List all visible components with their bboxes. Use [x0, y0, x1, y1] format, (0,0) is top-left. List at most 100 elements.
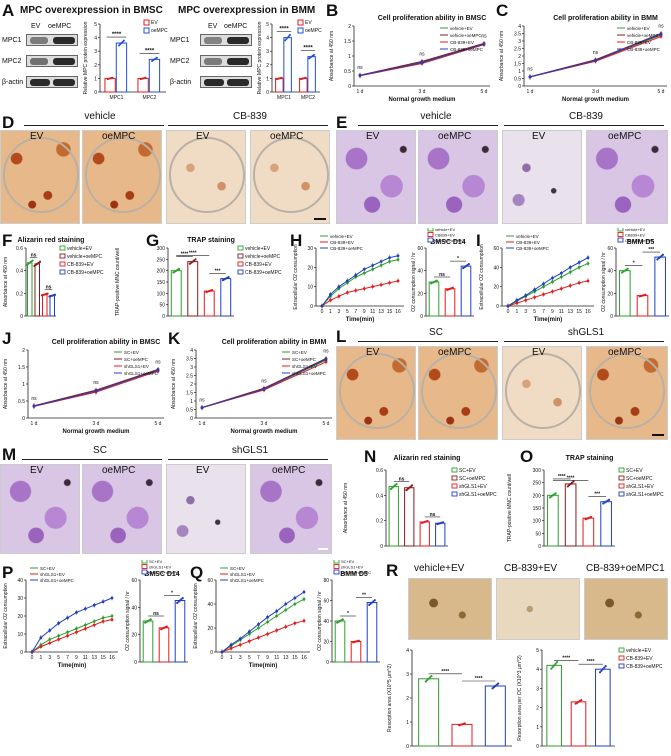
y-tick-label: 0	[496, 304, 499, 310]
legend-swatch	[237, 245, 244, 251]
y-axis-label: O2 consumption signal / hr	[411, 252, 417, 312]
panel-q: Q 0 20 40 60 Extracellular O2 consumption 0 1 3…	[190, 560, 382, 670]
y-tick-label: 2	[536, 706, 539, 712]
panel-a-left-title: MPC overexpression in BMSC	[20, 5, 163, 16]
data-point	[111, 76, 114, 79]
x-tick-label: 13	[567, 309, 573, 315]
image-label: EV	[30, 465, 44, 476]
legend-swatch	[451, 467, 458, 473]
panel-letter: P	[2, 563, 14, 582]
legend-label: CB-839+oeMPC	[245, 270, 282, 276]
legend-label: SC+EV	[230, 566, 245, 571]
sig-label: ****	[587, 659, 595, 665]
sig-label: ****	[189, 251, 197, 257]
legend-label: SC+EV	[124, 350, 139, 355]
legend-swatch	[141, 569, 148, 575]
legend-label: vehicle+EV	[627, 26, 650, 31]
panel-letter: G	[146, 231, 160, 250]
blot-col-ev: EV	[31, 23, 41, 30]
y-axis-label: Absorbance at 450 nm	[3, 359, 9, 409]
data-point	[554, 492, 557, 495]
legend-label: shGLS1+EV	[149, 565, 171, 570]
panel-letter: E	[336, 113, 348, 132]
image-label: oeMPC	[438, 131, 472, 142]
x-tick-label: 3 d	[93, 421, 100, 427]
trap-image	[586, 130, 668, 224]
y-tick-label: 4	[94, 36, 97, 42]
group-line	[22, 459, 162, 460]
panel-letter: C	[496, 1, 509, 20]
data-point	[280, 76, 283, 79]
y-axis-label: TRAP-positive MNC count/well	[507, 474, 513, 542]
data-point	[53, 293, 57, 296]
data-point	[46, 292, 49, 295]
legend-label: CB-839+oeMPC	[516, 246, 550, 251]
legend-swatch	[427, 237, 434, 243]
y-tick-label: 1.5	[186, 391, 193, 397]
x-axis-label: Time(min)	[346, 317, 375, 323]
y-tick-label: 20	[607, 291, 613, 297]
panel-letter: J	[2, 329, 12, 348]
y-tick-label: 5	[94, 22, 97, 28]
bar	[104, 77, 116, 93]
legend-swatch	[618, 655, 625, 661]
legend-label: vehicle+EV	[450, 26, 473, 31]
y-tick-label: 4	[190, 348, 193, 354]
sig-label: ****	[181, 252, 189, 258]
x-tick-label: 7	[257, 655, 260, 661]
image-label: oeMPC	[438, 347, 472, 358]
chart-j: Cell proliferation ability in BMSC 0 0.5 1 1…	[3, 339, 164, 435]
x-tick-label: 5	[533, 309, 536, 315]
sig-label: ****	[562, 655, 570, 661]
blot-row-mpc1: MPC1	[2, 37, 22, 44]
y-tick-label: 60	[417, 246, 423, 252]
series-line	[507, 257, 589, 307]
y-tick-label: 0	[210, 650, 213, 656]
x-tick-label: 5 d	[481, 89, 488, 95]
panel-n: N Alizarin red staining 0 0.2 0.4 0.6 Absorba…	[340, 444, 504, 556]
data-point	[435, 279, 438, 282]
x-tick-label: 3	[337, 309, 340, 315]
sig-label: ****	[279, 27, 289, 33]
y-tick-label: 1.5	[344, 39, 351, 45]
x-tick-label: 3	[239, 655, 242, 661]
sig-label: **	[362, 593, 366, 599]
bar	[451, 723, 473, 747]
chart-b: Cell proliferation ability in BMSC 0 0.5 1 1…	[329, 15, 490, 103]
legend-label: CB-839+oeMPC	[435, 238, 464, 243]
panel-l: L SC shGLS1 EV oeMPC EV oeMPC	[336, 326, 671, 442]
image-label: oeMPC	[608, 347, 642, 358]
y-tick-label: 60	[323, 599, 329, 605]
series-line	[321, 255, 399, 307]
y-axis-label: Extracellular O2 consumption	[3, 583, 9, 649]
x-tick-label: 1 d	[199, 421, 206, 427]
data-point	[144, 76, 147, 79]
y-tick-label: 150	[157, 280, 166, 286]
legend-swatch	[617, 237, 624, 243]
data-point	[284, 39, 287, 42]
legend-label: CB-839+oeMPC	[627, 47, 661, 52]
y-tick-label: 2	[22, 348, 25, 354]
sig-label: ns	[430, 512, 436, 518]
series-line	[221, 591, 305, 653]
legend-label: CB-839+oeMPC	[450, 47, 484, 52]
group-header: CB-839	[569, 111, 603, 122]
data-point	[304, 76, 307, 79]
panel-letter: Q	[190, 563, 204, 582]
legend-label: SC+EV	[459, 468, 476, 474]
bar	[34, 263, 40, 317]
alizarin-image	[166, 130, 246, 224]
series-line	[221, 598, 305, 653]
y-tick-label: 20	[307, 265, 313, 271]
trap-image	[418, 130, 498, 224]
image-label: EV	[366, 131, 380, 142]
data-point	[661, 253, 665, 256]
legend-swatch	[143, 19, 150, 26]
y-tick-label: 20	[207, 626, 213, 632]
y-tick-label: 1	[518, 69, 521, 75]
data-point	[463, 722, 466, 725]
y-tick-label: 0	[20, 314, 23, 320]
trap-image	[0, 464, 80, 554]
